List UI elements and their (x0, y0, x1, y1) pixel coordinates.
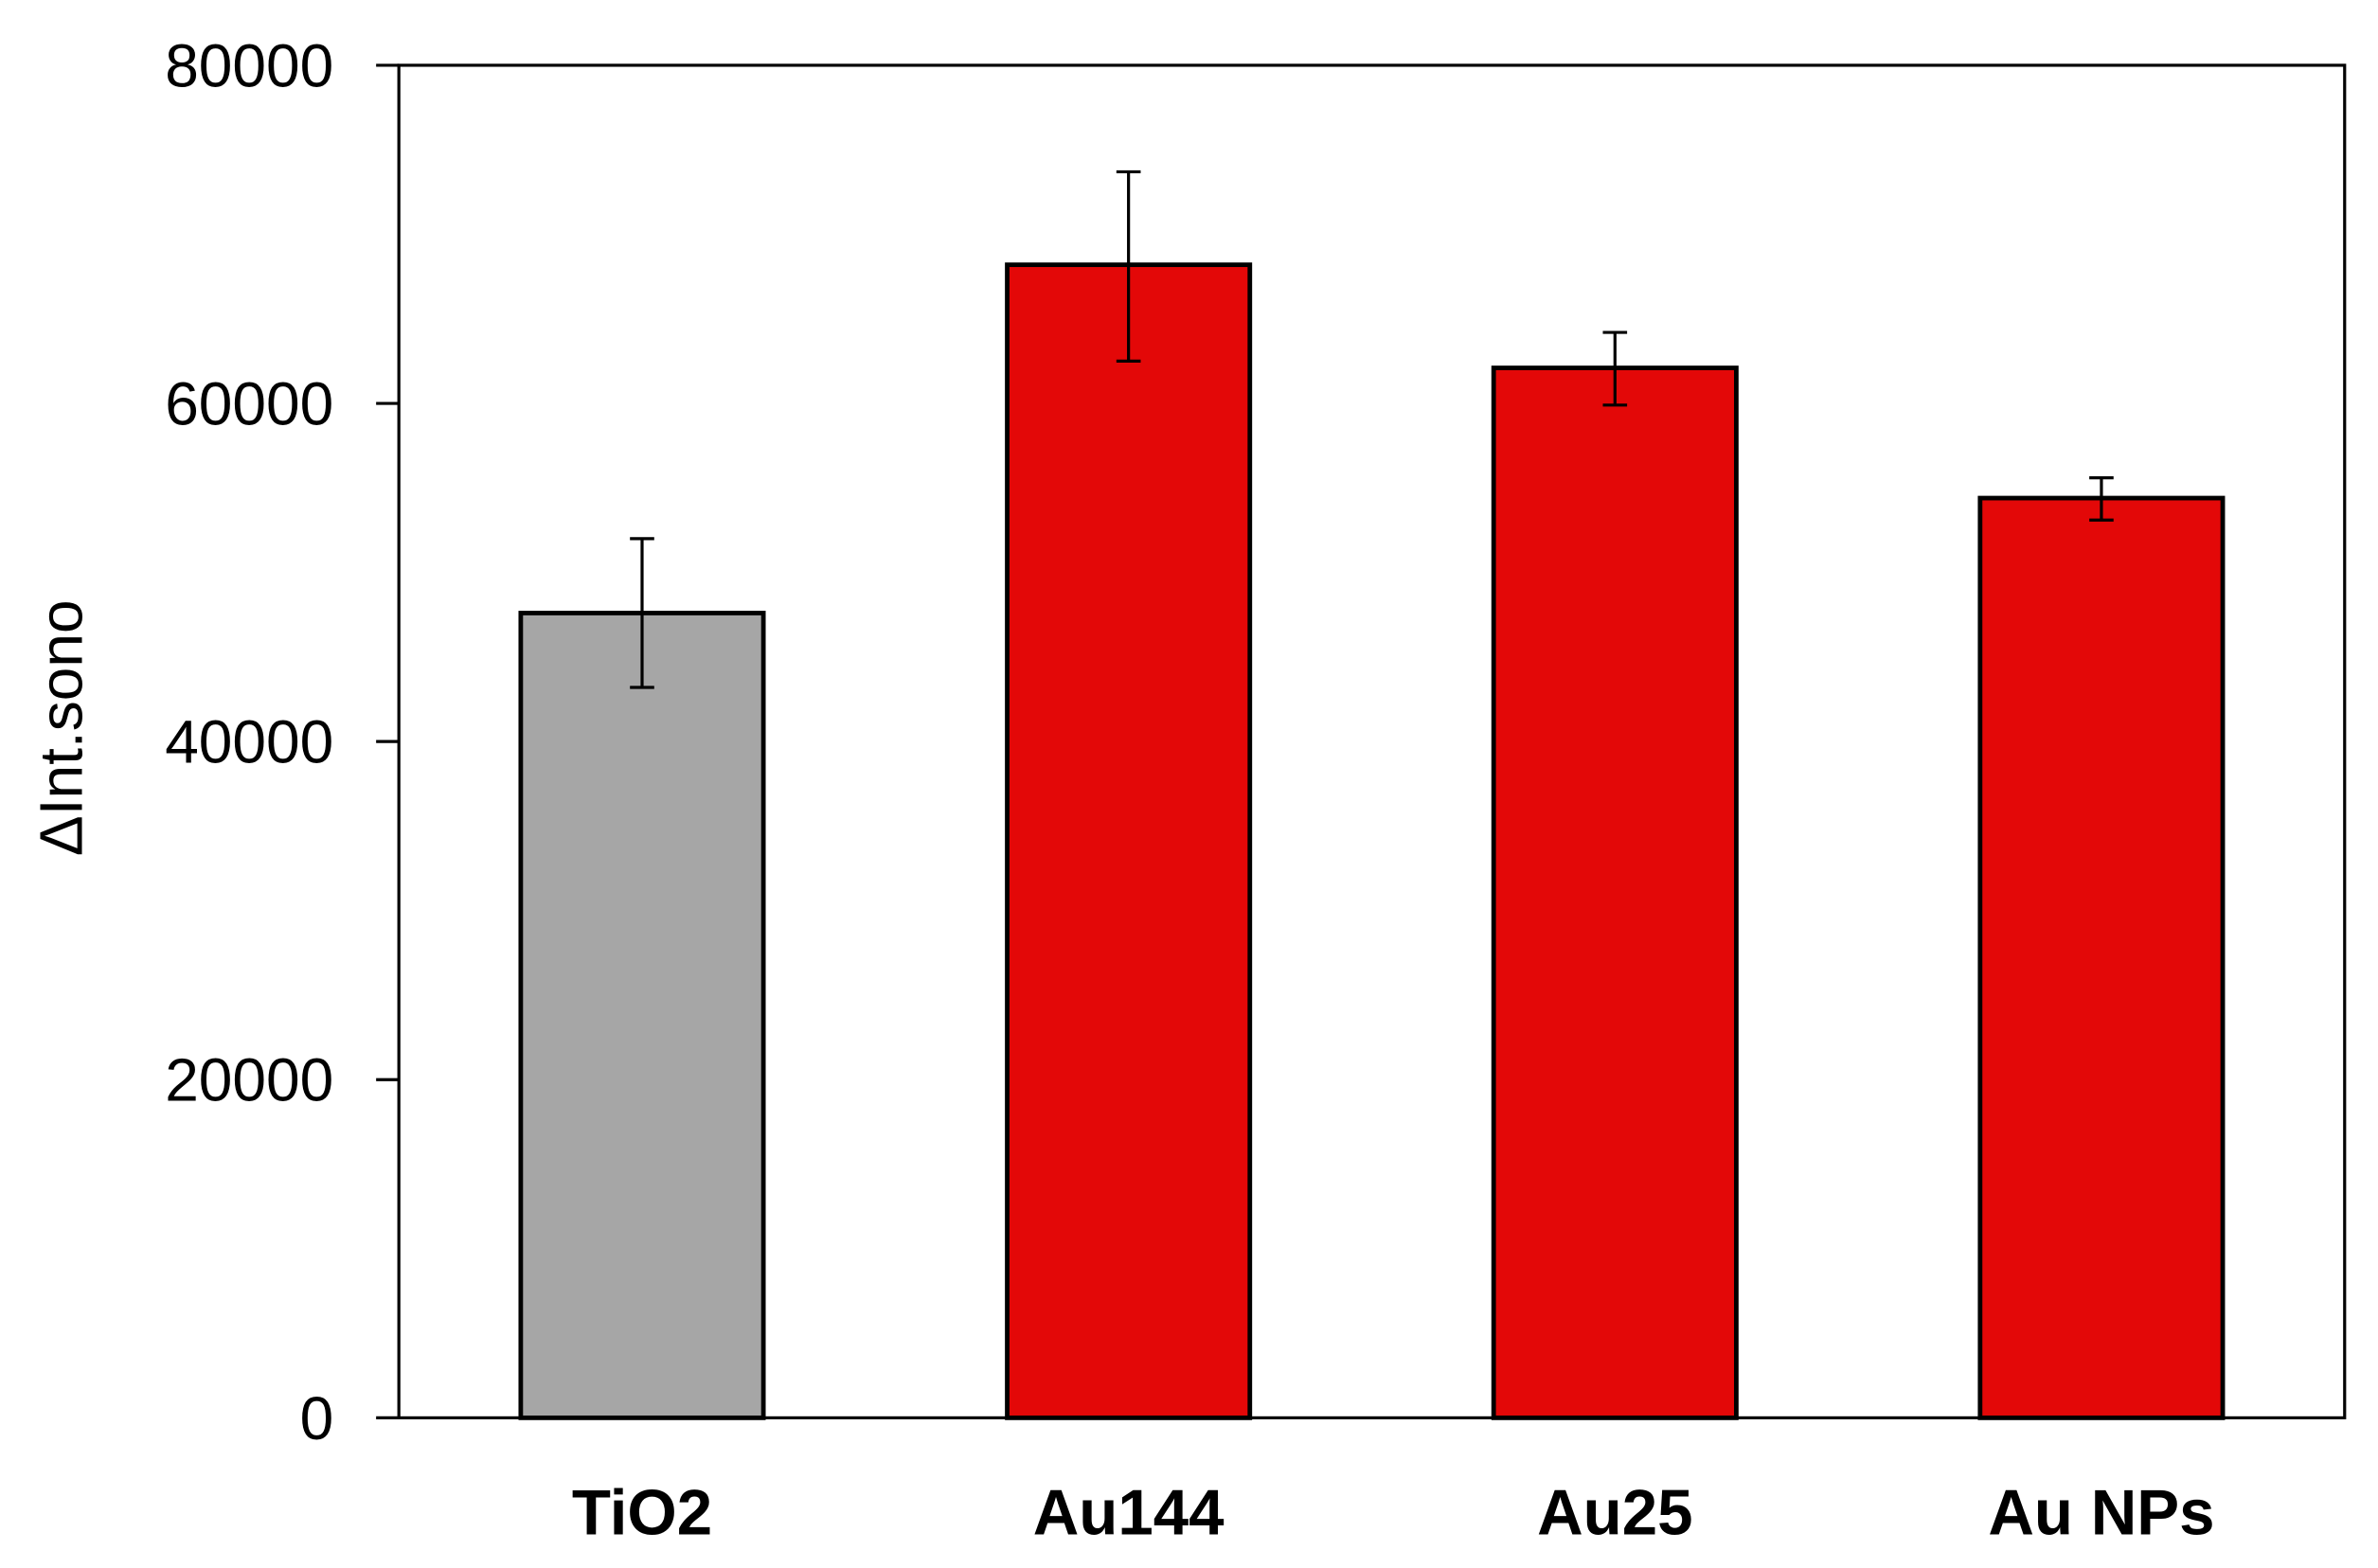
y-tick-label: 20000 (165, 1046, 333, 1114)
y-tick-label: 40000 (165, 708, 333, 776)
bar-tio2 (518, 611, 766, 1420)
x-tick-label: Au144 (1033, 1478, 1225, 1549)
y-tick-label: 60000 (165, 369, 333, 437)
x-tick-label: TiO2 (572, 1478, 712, 1549)
bar-au-nps (1977, 495, 2226, 1420)
y-axis: 0 20000 40000 60000 80000 (165, 31, 400, 1452)
chart-marks (518, 169, 2226, 1420)
bar-au25 (1491, 365, 1739, 1420)
y-axis-label: ΔInt.sono (27, 599, 95, 856)
y-tick-label: 0 (300, 1384, 334, 1452)
y-tick-label: 80000 (165, 31, 333, 99)
bar-au144 (1005, 262, 1253, 1420)
x-tick-label: Au NPs (1988, 1478, 2214, 1549)
x-tick-label: Au25 (1537, 1478, 1692, 1549)
x-axis: TiO2 Au144 Au25 Au NPs (572, 1478, 2215, 1549)
